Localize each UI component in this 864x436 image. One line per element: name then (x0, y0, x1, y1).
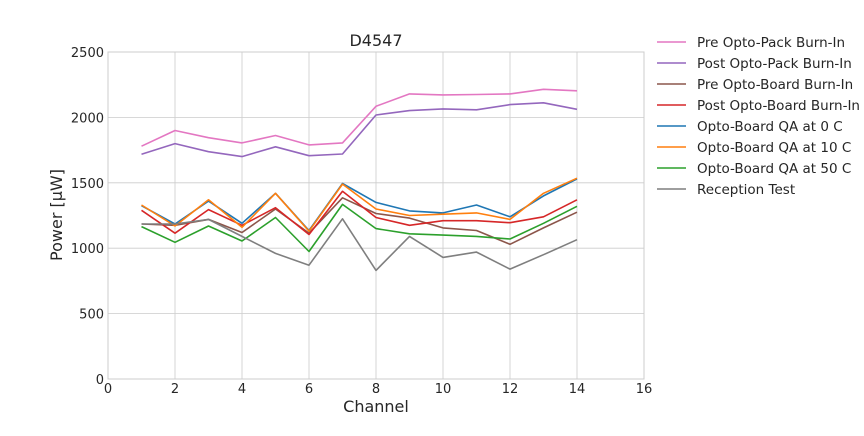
x-tick-label: 14 (569, 382, 586, 397)
legend-label: Opto-Board QA at 0 C (697, 119, 843, 135)
y-tick-label: 0 (96, 373, 104, 388)
x-tick-label: 12 (502, 382, 519, 397)
y-axis-label: Power [μW] (47, 169, 66, 261)
x-tick-label: 10 (435, 382, 452, 397)
series-line-8 (141, 218, 578, 272)
series-line-2 (141, 102, 578, 158)
x-axis-label: Channel (343, 397, 409, 416)
series-line-7 (141, 203, 578, 253)
y-tick-label: 500 (79, 308, 104, 323)
x-tick-label: 8 (372, 382, 380, 397)
series-lines (141, 88, 578, 272)
y-tick-label: 1500 (71, 177, 104, 192)
x-tick-label: 0 (104, 382, 112, 397)
plot-frame (107, 51, 645, 380)
y-tick-label: 1000 (71, 242, 104, 257)
series-line-4 (141, 190, 578, 236)
legend-label: Opto-Board QA at 50 C (697, 161, 851, 177)
x-tick-label: 2 (171, 382, 179, 397)
y-tick-label: 2500 (71, 46, 104, 61)
x-tick-label: 16 (636, 382, 653, 397)
chart-title: D4547 (349, 31, 402, 50)
x-tick-label: 4 (238, 382, 246, 397)
x-tick-label: 6 (305, 382, 313, 397)
legend-label: Pre Opto-Pack Burn-In (697, 35, 845, 51)
legend-label: Post Opto-Pack Burn-In (697, 56, 852, 72)
series-line-1 (141, 88, 578, 147)
legend-label: Opto-Board QA at 10 C (697, 140, 851, 156)
y-tick-label: 2000 (71, 111, 104, 126)
legend: Pre Opto-Pack Burn-In Post Opto-Pack Burn… (657, 35, 860, 198)
legend-label: Pre Opto-Board Burn-In (697, 77, 853, 93)
legend-label: Reception Test (697, 182, 795, 198)
tick-labels: 0 2 4 6 8 10 12 14 16 0 500 1000 1500 2000 2500 (71, 46, 652, 397)
legend-label: Post Opto-Board Burn-In (697, 98, 860, 114)
series-line-6 (141, 177, 578, 232)
axes (107, 51, 645, 380)
